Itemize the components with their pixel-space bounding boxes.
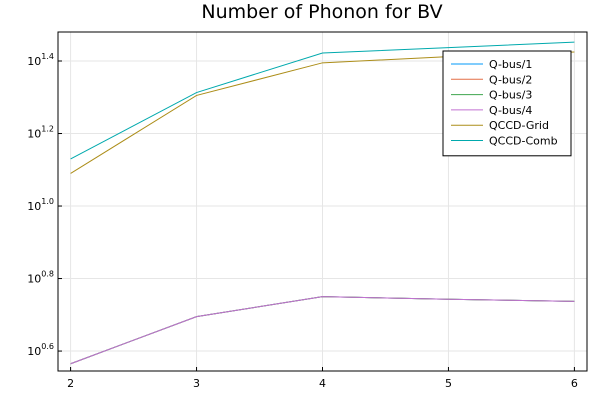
- x-tick-label: 6: [571, 377, 578, 390]
- x-tick-label: 3: [193, 377, 200, 390]
- legend-entry: Q-bus/1: [489, 58, 532, 71]
- y-tick-label: 101.2: [27, 125, 54, 141]
- y-tick-label: 100.8: [27, 270, 54, 286]
- legend-entry: QCCD-Grid: [489, 119, 549, 132]
- series-line-6: [70, 41, 575, 160]
- legend: Q-bus/1 Q-bus/2 Q-bus/3 Q-bus/4 QCCD-Grid QCC…: [442, 50, 572, 157]
- y-tick-label: 101.4: [27, 52, 54, 68]
- legend-entry: Q-bus/4: [489, 104, 532, 117]
- x-tick-label: 4: [319, 377, 326, 390]
- x-axis-ticks: 2 3 4 5 6: [67, 367, 578, 390]
- series-line-4: [70, 296, 575, 365]
- chart-title: Number of Phonon for BV: [201, 1, 442, 23]
- y-tick-label: 100.6: [27, 342, 54, 358]
- legend-entry: Q-bus/3: [489, 89, 532, 102]
- legend-box: [442, 50, 572, 157]
- legend-entry: QCCD-Comb: [489, 135, 558, 148]
- x-tick-label: 5: [445, 377, 452, 390]
- legend-entry: Q-bus/2: [489, 73, 532, 86]
- y-axis-ticks: 100.6 100.8 101.0 101.2 101.4: [27, 52, 62, 358]
- x-tick-label: 2: [67, 377, 74, 390]
- y-tick-label: 101.0: [27, 197, 54, 213]
